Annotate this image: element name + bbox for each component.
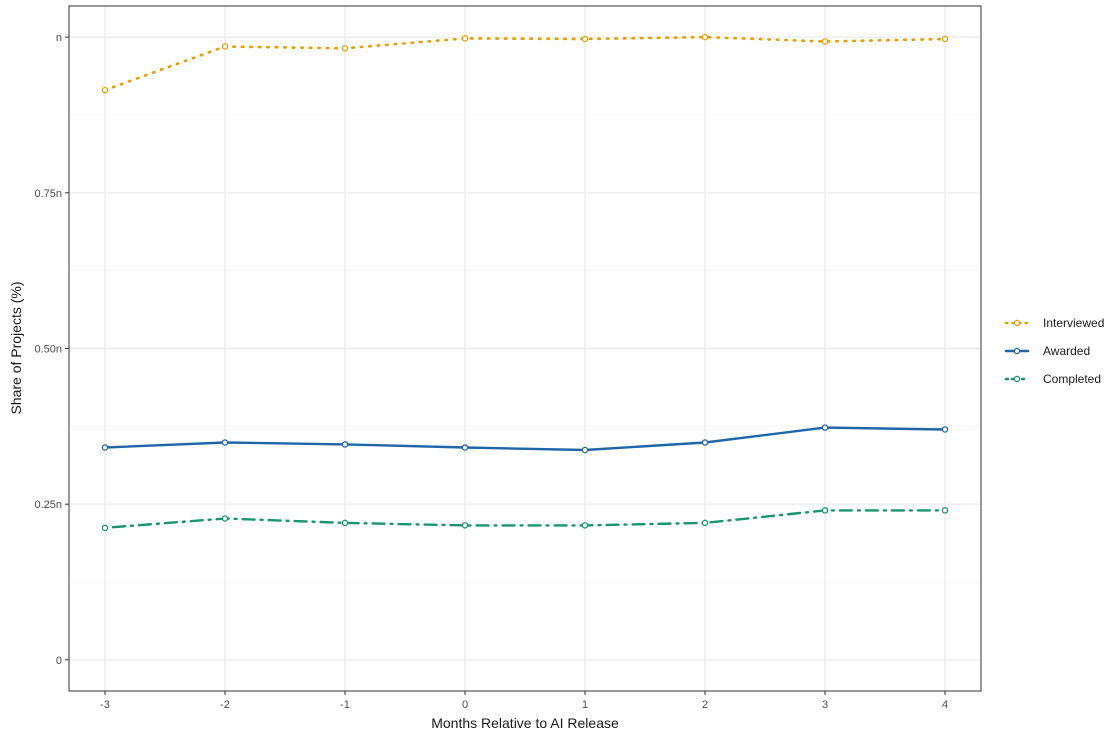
x-tick-label: 1 xyxy=(582,699,588,711)
data-point-completed xyxy=(221,515,229,522)
data-point-awarded xyxy=(941,426,949,433)
data-point-awarded xyxy=(701,439,709,446)
legend-key-point xyxy=(1013,375,1021,383)
series-lines xyxy=(101,33,949,532)
legend-label-awarded: Awarded xyxy=(1043,344,1090,358)
data-point-interviewed xyxy=(101,86,109,94)
data-point-awarded xyxy=(581,446,589,454)
x-tick-label: 0 xyxy=(462,699,468,711)
series-line-completed xyxy=(103,509,947,529)
y-tick-label: n xyxy=(56,32,62,44)
legend: Interviewed Awarded Completed xyxy=(1004,316,1104,386)
y-tick-label: 0 xyxy=(56,655,62,667)
data-point-awarded xyxy=(341,441,349,448)
data-point-interviewed xyxy=(221,43,229,50)
x-tick-label: -2 xyxy=(220,699,230,711)
axes: 0 0.25n 0.50n 0.75n n -3 -2 -1 0 1 2 3 4 xyxy=(34,32,948,711)
x-tick-label: 3 xyxy=(822,699,828,711)
data-point-interviewed xyxy=(821,38,829,45)
series-line-interviewed xyxy=(103,35,947,92)
data-point-interviewed xyxy=(701,33,709,41)
data-point-completed xyxy=(461,522,469,529)
legend-label-interviewed: Interviewed xyxy=(1043,316,1104,330)
data-point-completed xyxy=(581,522,589,529)
data-point-completed xyxy=(341,519,349,527)
y-tick-label: 0.50n xyxy=(34,344,62,356)
legend-label-completed: Completed xyxy=(1043,372,1101,386)
x-tick-label: 4 xyxy=(942,699,948,711)
x-tick-label: -1 xyxy=(340,699,350,711)
x-tick-label: -3 xyxy=(100,699,110,711)
data-point-interviewed xyxy=(341,45,349,52)
data-point-awarded xyxy=(461,444,469,451)
data-point-completed xyxy=(941,507,949,514)
data-point-interviewed xyxy=(941,35,949,43)
x-axis-title: Months Relative to AI Release xyxy=(431,715,619,731)
series-line-awarded xyxy=(103,426,947,452)
x-tick-label: 2 xyxy=(702,699,708,711)
data-point-completed xyxy=(101,524,109,532)
legend-key-point xyxy=(1013,347,1021,355)
legend-key-point xyxy=(1013,319,1021,327)
y-tick-label: 0.25n xyxy=(34,499,62,511)
data-point-interviewed xyxy=(581,35,589,43)
y-tick-label: 0.75n xyxy=(34,188,62,200)
data-point-interviewed xyxy=(461,35,469,42)
data-point-awarded xyxy=(101,444,109,451)
y-axis-title: Share of Projects (%) xyxy=(8,281,24,414)
grid-lines xyxy=(69,6,981,691)
data-point-awarded xyxy=(221,439,229,446)
data-point-completed xyxy=(701,519,709,527)
data-point-awarded xyxy=(821,424,829,431)
data-point-completed xyxy=(821,507,829,514)
